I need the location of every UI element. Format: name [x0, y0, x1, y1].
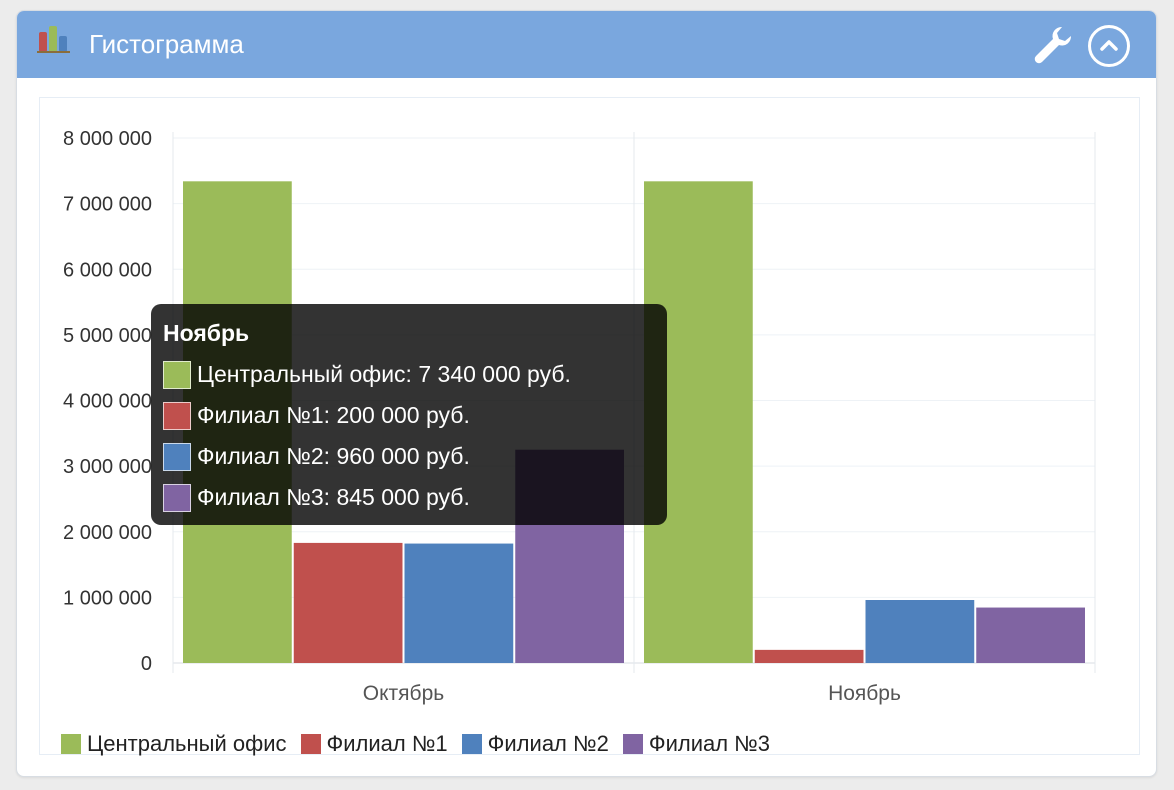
y-tick-label: 6 000 000 — [63, 259, 152, 281]
y-tick-label: 0 — [141, 653, 152, 675]
tooltip-swatch — [163, 483, 191, 512]
y-tick-label: 1 000 000 — [63, 587, 152, 609]
settings-button[interactable] — [1031, 23, 1075, 67]
tooltip-swatch — [163, 442, 191, 471]
legend-swatch — [461, 734, 482, 754]
bar — [293, 542, 403, 663]
tooltip-rows: Центральный офис: 7 340 000 руб. Филиал №… — [163, 354, 655, 518]
y-tick-label: 2 000 000 — [63, 522, 152, 544]
tooltip-row-text: Филиал №1: 200 000 руб. — [197, 402, 470, 428]
y-tick-label: 4 000 000 — [63, 391, 152, 413]
widget-header: Гистограмма — [17, 11, 1156, 78]
y-tick-label: 3 000 000 — [63, 456, 152, 478]
legend-swatch — [61, 734, 81, 754]
y-tick-label: 7 000 000 — [63, 194, 152, 216]
histogram-widget: Гистограмма 0 1 000 000 2 000 000 3 000 000… — [16, 10, 1157, 777]
legend-swatch — [300, 734, 321, 754]
tooltip-title: Ноябрь — [163, 320, 250, 346]
x-tick-label: Ноябрь — [828, 682, 901, 705]
bar — [976, 607, 1085, 663]
legend-item[interactable]: Филиал №2 — [461, 731, 609, 757]
bar-chart-icon — [37, 26, 70, 53]
legend-label: Филиал №2 — [487, 731, 609, 756]
y-tick-label: 5 000 000 — [63, 325, 152, 347]
wrench-icon — [1034, 26, 1072, 64]
tooltip-row-text: Центральный офис: 7 340 000 руб. — [197, 361, 571, 387]
bar — [754, 649, 864, 663]
chart-legend: Центральный офис Филиал №1 Филиал №2 Филиал… — [61, 729, 770, 759]
chart-tooltip: Ноябрь Центральный офис: 7 340 000 руб. Ф… — [151, 304, 667, 525]
widget-title: Гистограмма — [89, 29, 244, 59]
legend-label: Филиал №3 — [648, 731, 771, 756]
chevron-up-icon — [1100, 40, 1118, 51]
tooltip-row-text: Филиал №3: 845 000 руб. — [197, 484, 470, 510]
collapse-button[interactable] — [1088, 25, 1130, 67]
tooltip-row: Филиал №2: 960 000 руб. — [163, 436, 655, 477]
x-tick-label: Октябрь — [363, 682, 444, 705]
tooltip-row: Филиал №3: 845 000 руб. — [163, 477, 655, 518]
tooltip-row: Центральный офис: 7 340 000 руб. — [163, 354, 655, 395]
y-tick-label: 8 000 000 — [63, 128, 152, 150]
legend-label: Центральный офис — [87, 731, 287, 756]
tooltip-swatch — [163, 401, 191, 430]
legend-item[interactable]: Филиал №3 — [622, 731, 771, 757]
tooltip-swatch — [163, 360, 191, 389]
tooltip-row-text: Филиал №2: 960 000 руб. — [197, 443, 470, 469]
legend-item[interactable]: Центральный офис — [61, 731, 287, 757]
legend-swatch — [622, 734, 643, 754]
bar — [404, 543, 514, 663]
legend-item[interactable]: Филиал №1 — [300, 731, 448, 757]
legend-label: Филиал №1 — [326, 731, 448, 756]
bar — [865, 600, 975, 663]
tooltip-row: Филиал №1: 200 000 руб. — [163, 395, 655, 436]
